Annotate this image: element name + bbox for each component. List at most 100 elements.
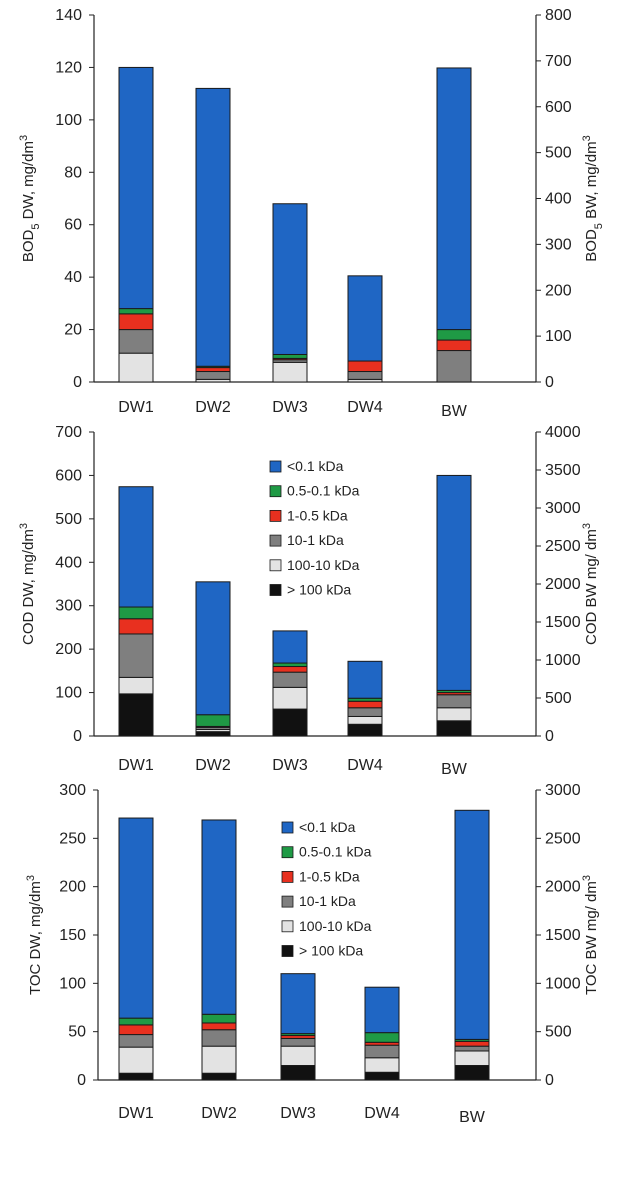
right-tick-label: 800 [545,7,572,24]
legend-swatch-lt01 [281,821,294,834]
bar-segment-dw2-gt100 [201,1072,237,1081]
bar-segment-dw3-gt100 [272,708,308,737]
left-tick-label: 50 [68,1024,86,1041]
category-label: DW2 [195,757,231,774]
left-tick-label: 40 [64,269,82,286]
category-label: DW4 [347,757,383,774]
chart-panel-3: 0501001502002503000500100015002000250030… [25,782,600,1126]
y-axis-title-left: BOD5 DW, mg/dm3 [18,135,42,262]
category-label: DW1 [118,399,154,416]
legend-label: <0.1 kDa [287,458,344,474]
bar-segment-bw-gt100 [436,720,472,737]
right-tick-label: 0 [545,374,554,391]
bar-segment-dw4-lt01 [347,275,383,362]
category-label: DW2 [201,1105,237,1122]
bar-segment-dw1-k100_10 [118,676,154,695]
category-label: DW4 [364,1105,400,1122]
right-tick-label: 500 [545,1024,572,1041]
right-tick-label: 3500 [545,462,581,479]
y-axis-title-right: COD BW mg/ dm3 [581,523,600,645]
bar-segment-dw3-k05_01 [272,662,308,668]
right-tick-label: 3000 [545,500,581,517]
left-tick-label: 500 [55,511,82,528]
chart-panel-2: 0 100 200 300 400 500 600 700 0 500 1000 1500 2000 25… [18,424,600,778]
category-label: DW1 [118,757,154,774]
bar-segment-dw1-k10_1 [118,633,154,678]
category-label: BW [441,761,468,778]
legend-label: 0.5-0.1 kDa [299,844,372,860]
right-tick-label: 1000 [545,652,581,669]
bar-segment-dw3-k10_1 [272,671,308,688]
legend-label: > 100 kDa [287,582,351,598]
legend-label: 10-1 kDa [287,532,344,548]
bar-segment-dw1-k05_01 [118,1017,154,1026]
left-tick-label: 700 [55,424,82,441]
y-axis-title-right: TOC BW mg/ dm3 [581,875,600,995]
legend: <0.1 kDa 0.5-0.1 kDa 1-0.5 kDa 10-1 kDa 100-… [281,819,372,959]
right-tick-label: 2000 [545,879,581,896]
legend-swatch-k1_05 [269,509,282,522]
left-tick-label: 200 [59,879,86,896]
bar-segment-dw1-k100_10 [118,352,154,383]
legend-swatch-k100_10 [269,559,282,572]
legend-label: 1-0.5 kDa [299,868,360,884]
bar-segment-dw4-gt100 [364,1071,400,1081]
right-tick-label: 700 [545,53,572,70]
bar-segment-bw-lt01 [454,809,490,1040]
bar-segment-dw4-k1_05 [347,360,383,373]
bar-segment-dw2-k10_1 [195,371,231,380]
left-tick-label: 60 [64,217,82,234]
left-tick-label: 150 [59,927,86,944]
chart-panel-1: 0 20 40 60 80 100 120 140 0 100 200 300 400 500 600 700… [18,7,605,420]
bar-segment-dw2-k10_1 [201,1029,237,1047]
bar-segment-dw2-k05_01 [195,714,231,727]
bar-segment-dw4-k10_1 [364,1044,400,1059]
left-tick-label: 300 [59,782,86,799]
legend-swatch-k100_10 [281,920,294,933]
bar-segment-dw1-k1_05 [118,1024,154,1036]
right-tick-label: 500 [545,145,572,162]
bar-segment-dw2-k1_05 [201,1022,237,1031]
bar-segment-bw-lt01 [436,67,472,331]
left-tick-label: 80 [64,164,82,181]
bar-segment-dw2-k100_10 [201,1045,237,1074]
bar-segment-dw3-k100_10 [280,1045,316,1066]
category-label: DW3 [280,1105,316,1122]
left-tick-label: 100 [55,112,82,129]
bar-segment-dw3-gt100 [280,1065,316,1081]
right-tick-label: 4000 [545,424,581,441]
bar-segment-dw3-lt01 [280,973,316,1035]
y-axis-title-left: TOC DW, mg/dm3 [25,875,44,995]
right-tick-label: 500 [545,690,572,707]
bar-segment-dw1-k05_01 [118,606,154,620]
bar-segment-dw3-k05_01 [272,353,308,359]
left-tick-label: 0 [73,374,82,391]
left-tick-label: 0 [77,1072,86,1089]
bar-segment-dw2-k1_05 [195,367,231,373]
left-tick-label: 120 [55,59,82,76]
y-axis-title-left: COD DW, mg/dm3 [18,523,37,645]
legend-swatch-k1_05 [281,871,294,883]
right-tick-label: 0 [545,1072,554,1089]
bar-segment-dw1-k100_10 [118,1046,154,1074]
category-label: BW [441,403,468,420]
right-tick-label: 100 [545,328,572,345]
bar-segment-dw2-lt01 [195,581,231,716]
left-tick-label: 250 [59,830,86,847]
bar-segment-dw2-gt100 [195,731,231,737]
right-tick-label: 1500 [545,927,581,944]
bar-segment-dw3-lt01 [272,203,308,355]
category-label: DW1 [118,1105,154,1122]
left-tick-label: 100 [55,685,82,702]
legend-swatch-k10_1 [269,534,282,547]
left-tick-label: 0 [73,728,82,745]
bar-segment-dw1-lt01 [118,486,154,608]
left-tick-label: 300 [55,598,82,615]
left-tick-label: 140 [55,7,82,24]
legend-label: <0.1 kDa [299,819,356,835]
category-label: BW [459,1109,486,1126]
legend-label: 1-0.5 kDa [287,507,348,523]
legend-swatch-k10_1 [281,895,294,908]
bar-segment-dw2-lt01 [201,819,237,1015]
